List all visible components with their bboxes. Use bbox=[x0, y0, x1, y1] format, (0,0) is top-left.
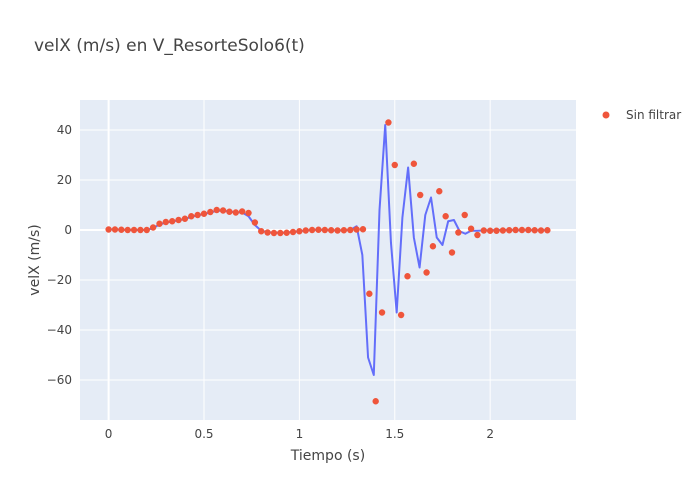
data-point[interactable] bbox=[264, 229, 271, 236]
data-point[interactable] bbox=[207, 208, 214, 216]
data-point[interactable] bbox=[213, 206, 220, 214]
data-point[interactable] bbox=[156, 220, 163, 227]
data-point[interactable] bbox=[308, 226, 316, 234]
data-point[interactable] bbox=[334, 227, 341, 234]
x-tick-label: 1 bbox=[296, 427, 304, 441]
data-point[interactable] bbox=[111, 226, 119, 233]
x-tick-label: 1.5 bbox=[385, 427, 404, 441]
data-point[interactable] bbox=[169, 218, 176, 225]
data-point[interactable] bbox=[149, 224, 157, 231]
series-markers bbox=[105, 119, 551, 405]
data-point[interactable] bbox=[175, 216, 182, 224]
legend-marker bbox=[602, 111, 610, 119]
y-tick-label: 0 bbox=[64, 223, 72, 237]
data-point[interactable] bbox=[436, 188, 443, 195]
data-point[interactable] bbox=[130, 226, 138, 234]
data-point[interactable] bbox=[226, 208, 233, 215]
data-point[interactable] bbox=[378, 309, 386, 316]
data-point[interactable] bbox=[359, 226, 367, 233]
data-point[interactable] bbox=[137, 226, 144, 234]
data-point[interactable] bbox=[302, 227, 309, 234]
data-point[interactable] bbox=[442, 213, 449, 220]
data-point[interactable] bbox=[219, 207, 227, 214]
y-tick-label: 40 bbox=[57, 123, 72, 137]
data-point[interactable] bbox=[467, 225, 475, 232]
data-point[interactable] bbox=[493, 227, 500, 234]
data-point[interactable] bbox=[537, 227, 545, 234]
y-tick-label: −20 bbox=[47, 273, 72, 287]
data-point[interactable] bbox=[486, 227, 494, 234]
y-tick-label: −40 bbox=[47, 323, 72, 337]
data-point[interactable] bbox=[162, 218, 170, 226]
plot-area bbox=[80, 100, 576, 420]
x-axis-ticks: 0 0.5 1 1.5 2 bbox=[105, 427, 494, 441]
data-point[interactable] bbox=[245, 209, 252, 217]
data-point[interactable] bbox=[404, 273, 411, 280]
data-point[interactable] bbox=[397, 311, 405, 319]
x-tick-label: 2 bbox=[486, 427, 494, 441]
data-point[interactable] bbox=[283, 229, 290, 236]
data-point[interactable] bbox=[480, 227, 487, 234]
data-point[interactable] bbox=[188, 213, 195, 220]
data-point[interactable] bbox=[410, 160, 418, 167]
y-tick-label: −60 bbox=[47, 373, 72, 387]
data-point[interactable] bbox=[499, 227, 507, 234]
x-axis-title: Tiempo (s) bbox=[290, 448, 365, 464]
legend-label: Sin filtrar bbox=[626, 108, 681, 122]
data-point[interactable] bbox=[296, 228, 303, 235]
data-point[interactable] bbox=[251, 219, 259, 226]
data-point[interactable] bbox=[327, 227, 335, 234]
data-point[interactable] bbox=[124, 226, 131, 234]
data-point[interactable] bbox=[525, 226, 532, 234]
chart-title: velX (m/s) en V_ResorteSolo6(t) bbox=[34, 36, 305, 56]
data-point[interactable] bbox=[366, 290, 373, 297]
data-point[interactable] bbox=[518, 226, 526, 234]
data-point[interactable] bbox=[289, 228, 297, 236]
data-point[interactable] bbox=[429, 243, 437, 250]
data-point[interactable] bbox=[531, 227, 538, 234]
x-tick-label: 0.5 bbox=[194, 427, 213, 441]
data-point[interactable] bbox=[448, 249, 456, 256]
y-axis-title: velX (m/s) bbox=[27, 224, 43, 295]
data-point[interactable] bbox=[461, 211, 468, 219]
data-point[interactable] bbox=[417, 191, 424, 199]
data-point[interactable] bbox=[512, 226, 519, 234]
data-point[interactable] bbox=[340, 227, 348, 234]
data-point[interactable] bbox=[143, 226, 150, 234]
data-point[interactable] bbox=[506, 227, 513, 234]
x-tick-label: 0 bbox=[105, 427, 113, 441]
data-point[interactable] bbox=[544, 227, 551, 234]
data-point[interactable] bbox=[238, 208, 246, 215]
data-point[interactable] bbox=[474, 231, 481, 239]
data-point[interactable] bbox=[105, 226, 112, 233]
y-tick-label: 20 bbox=[57, 173, 72, 187]
data-point[interactable] bbox=[181, 215, 189, 222]
data-point[interactable] bbox=[315, 226, 322, 233]
data-point[interactable] bbox=[321, 226, 329, 234]
data-point[interactable] bbox=[385, 119, 392, 126]
data-point[interactable] bbox=[353, 226, 360, 233]
data-point[interactable] bbox=[258, 228, 265, 235]
data-point[interactable] bbox=[118, 226, 125, 233]
data-point[interactable] bbox=[391, 161, 398, 169]
data-point[interactable] bbox=[372, 398, 379, 405]
y-axis-ticks: −60 −40 −20 0 20 40 bbox=[47, 123, 72, 387]
data-point[interactable] bbox=[277, 229, 284, 237]
data-point[interactable] bbox=[200, 210, 208, 217]
data-point[interactable] bbox=[232, 209, 239, 216]
data-point[interactable] bbox=[347, 226, 354, 234]
legend[interactable]: Sin filtrar bbox=[602, 108, 682, 122]
data-point[interactable] bbox=[423, 269, 430, 276]
data-point[interactable] bbox=[194, 211, 201, 219]
data-point[interactable] bbox=[455, 229, 462, 236]
data-point[interactable] bbox=[270, 229, 278, 237]
